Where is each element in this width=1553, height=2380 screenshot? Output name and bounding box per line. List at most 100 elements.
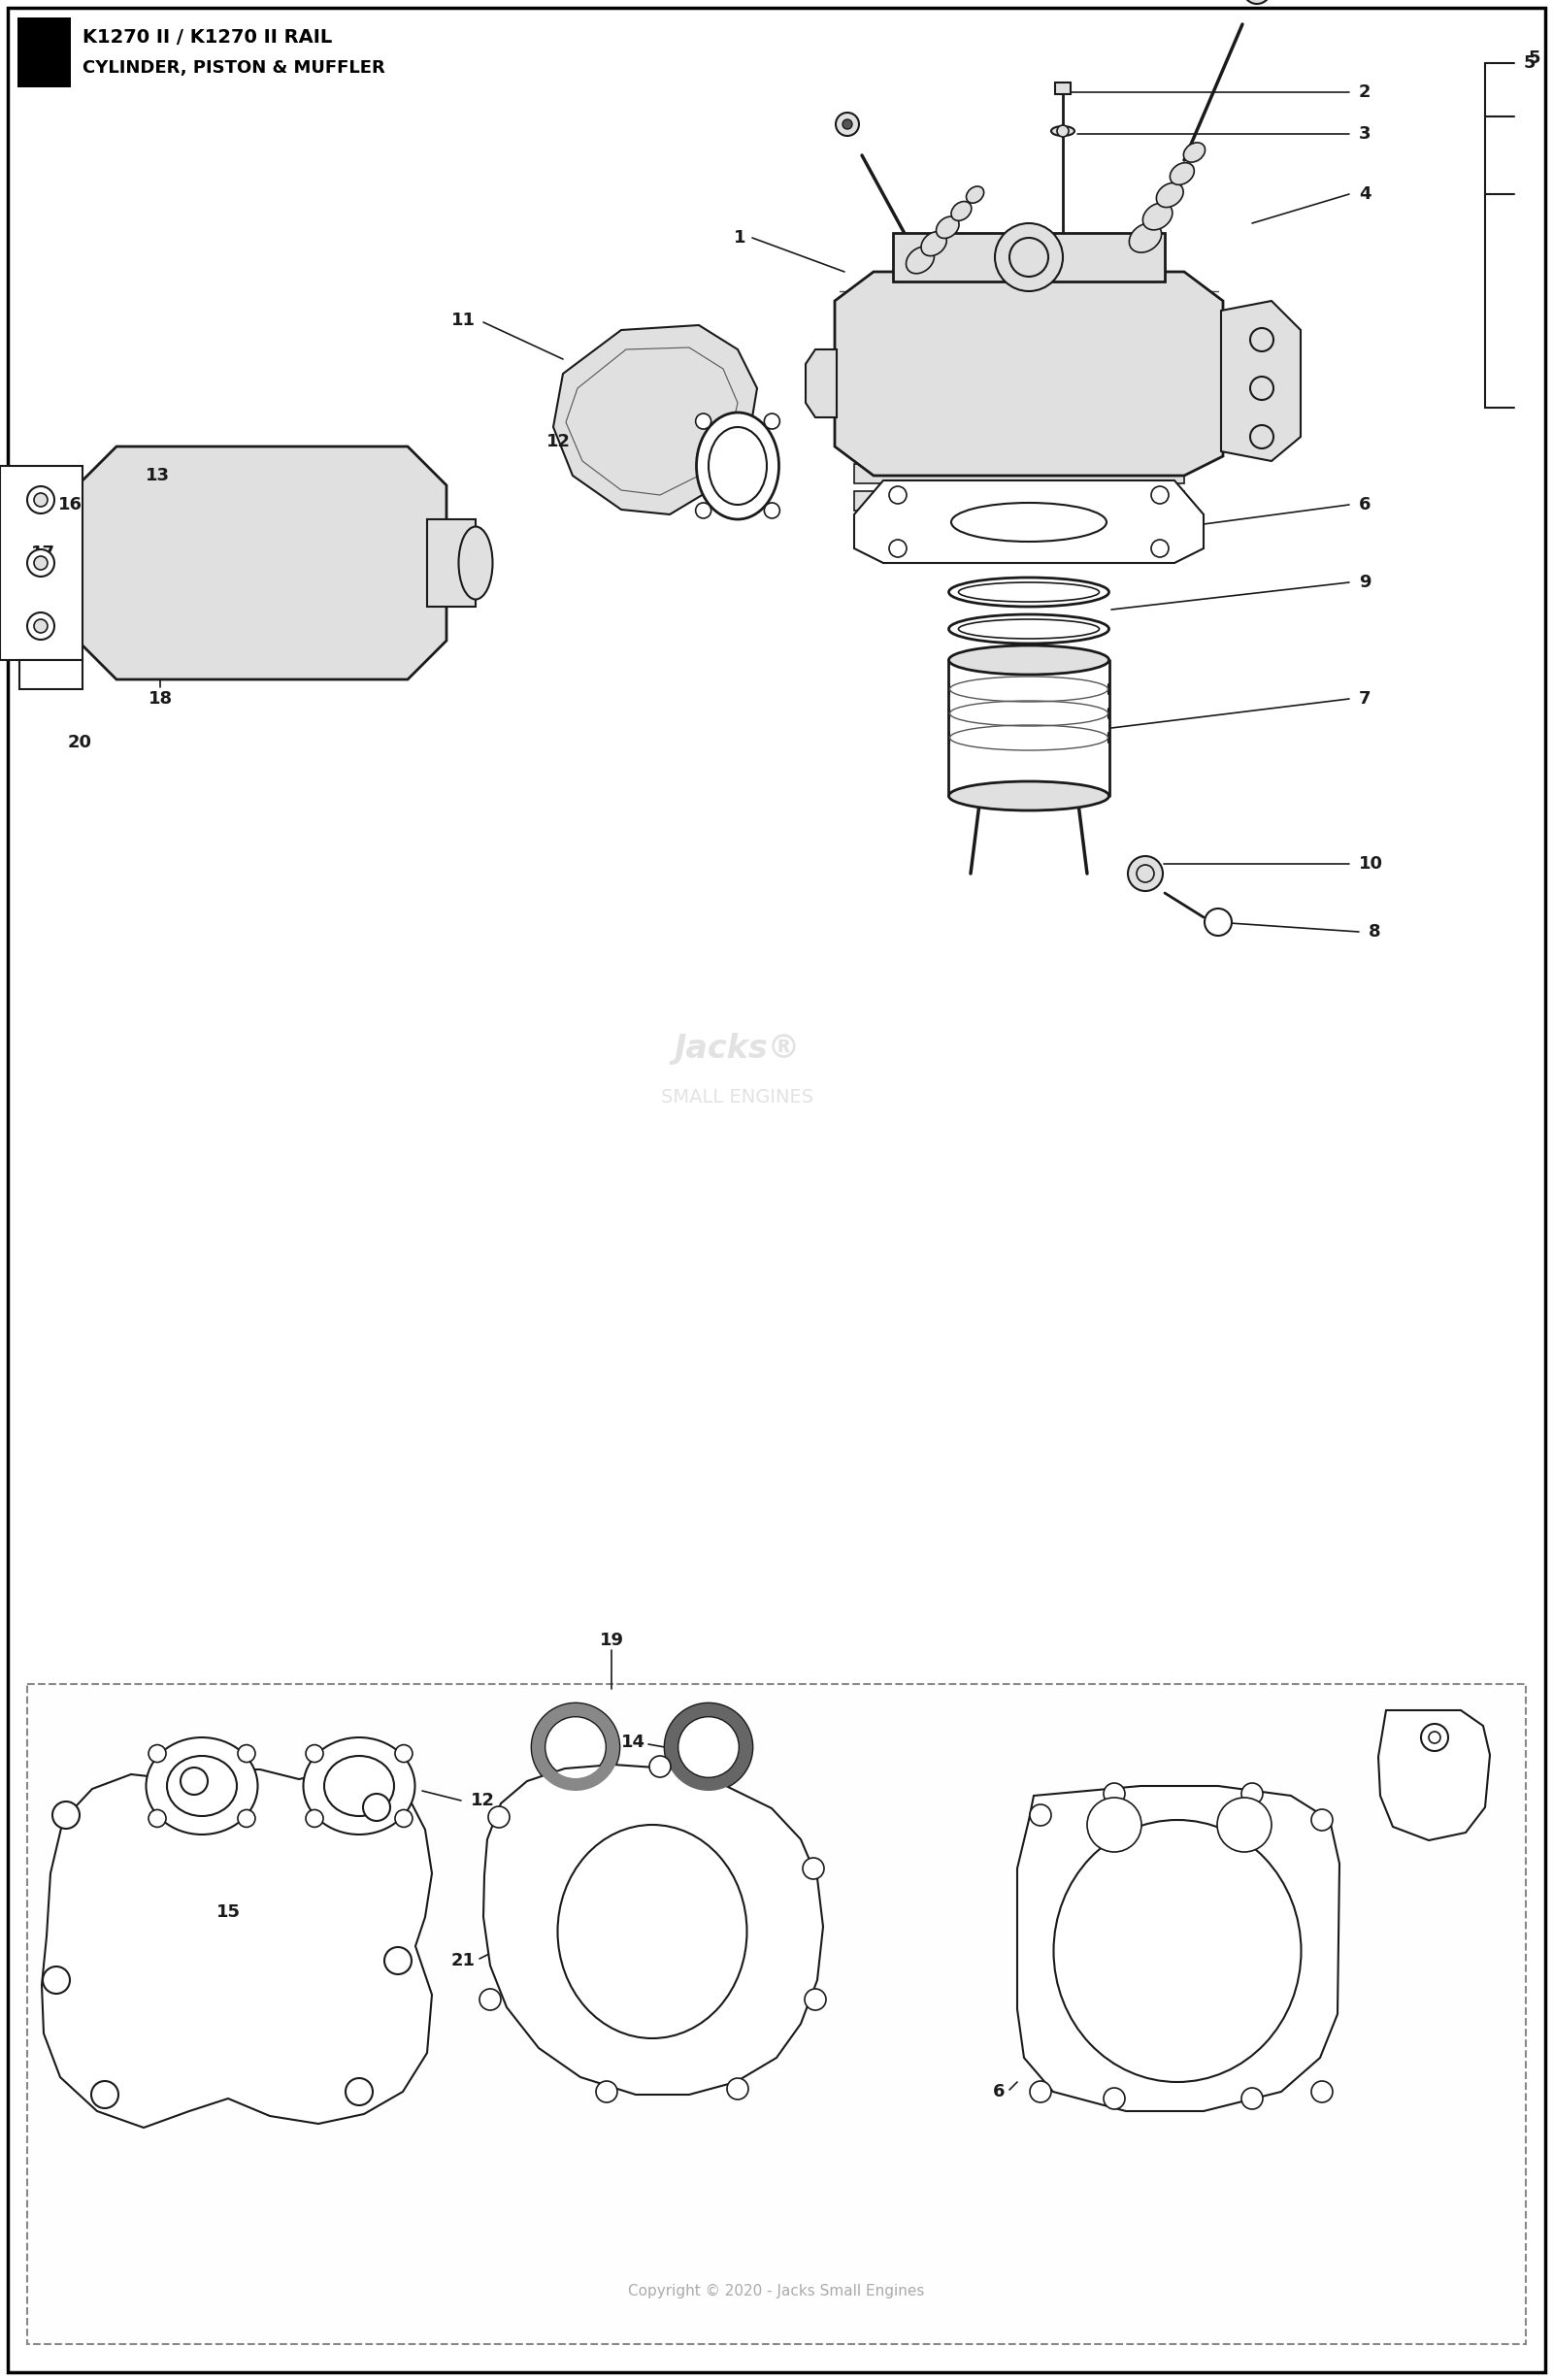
Bar: [0, 466, 82, 659]
Text: 6: 6: [992, 2082, 1005, 2102]
Ellipse shape: [958, 583, 1100, 602]
Circle shape: [1218, 1797, 1272, 1852]
Text: 4: 4: [1359, 186, 1371, 202]
Circle shape: [843, 119, 853, 129]
Text: 12: 12: [471, 1792, 495, 1809]
Circle shape: [696, 414, 711, 428]
Ellipse shape: [1183, 143, 1205, 162]
Text: 3: 3: [1359, 126, 1371, 143]
Circle shape: [1087, 1797, 1141, 1852]
Ellipse shape: [1129, 224, 1162, 252]
Bar: [854, 328, 1185, 347]
Bar: [17, 17, 71, 88]
Circle shape: [306, 1809, 323, 1828]
Circle shape: [34, 619, 48, 633]
Text: 8: 8: [1368, 923, 1381, 940]
Circle shape: [34, 557, 48, 569]
Circle shape: [1250, 426, 1273, 447]
Ellipse shape: [1157, 183, 1183, 207]
Circle shape: [596, 2080, 618, 2102]
Ellipse shape: [146, 1737, 258, 1835]
Circle shape: [385, 1947, 412, 1975]
Circle shape: [1151, 486, 1169, 505]
Ellipse shape: [936, 217, 960, 238]
Circle shape: [238, 1745, 255, 1761]
Ellipse shape: [966, 186, 985, 202]
Circle shape: [665, 1704, 752, 1790]
Circle shape: [92, 2080, 118, 2109]
Circle shape: [1104, 1783, 1124, 1804]
Circle shape: [363, 1795, 390, 1821]
Text: Copyright © 2020 - Jacks Small Engines: Copyright © 2020 - Jacks Small Engines: [629, 2282, 924, 2299]
Circle shape: [306, 1745, 323, 1761]
Text: 21: 21: [452, 1952, 475, 1968]
Ellipse shape: [921, 231, 947, 257]
Circle shape: [1311, 2080, 1332, 2102]
Polygon shape: [1379, 1711, 1489, 1840]
Circle shape: [394, 1809, 413, 1828]
Text: 5: 5: [1523, 55, 1536, 71]
Circle shape: [34, 493, 48, 507]
Ellipse shape: [303, 1737, 415, 1835]
Text: 18: 18: [148, 690, 172, 707]
Text: 12: 12: [547, 433, 572, 450]
Circle shape: [1241, 2087, 1263, 2109]
Ellipse shape: [949, 578, 1109, 607]
Bar: [1054, 83, 1070, 95]
Circle shape: [804, 1990, 826, 2011]
Circle shape: [764, 414, 780, 428]
Bar: [854, 464, 1185, 483]
Ellipse shape: [949, 614, 1109, 643]
Wedge shape: [531, 1704, 620, 1790]
Ellipse shape: [325, 1756, 394, 1816]
Circle shape: [677, 1716, 739, 1778]
Ellipse shape: [1143, 202, 1173, 231]
Ellipse shape: [958, 619, 1100, 638]
Bar: [854, 438, 1185, 457]
Text: 7: 7: [1359, 690, 1371, 707]
Text: E: E: [26, 29, 61, 79]
Circle shape: [649, 1756, 671, 1778]
Text: 6: 6: [1359, 495, 1371, 514]
Polygon shape: [1017, 1785, 1339, 2111]
Bar: [854, 490, 1185, 512]
Circle shape: [1137, 864, 1154, 883]
Polygon shape: [854, 481, 1204, 564]
Circle shape: [28, 550, 54, 576]
Circle shape: [803, 1859, 825, 1880]
Circle shape: [1030, 1804, 1051, 1825]
Circle shape: [545, 1716, 607, 1778]
Circle shape: [1030, 2080, 1051, 2102]
Polygon shape: [483, 1764, 823, 2094]
Bar: [854, 519, 1185, 538]
Bar: [893, 233, 1165, 281]
Bar: [20, 659, 82, 690]
Circle shape: [180, 1768, 208, 1795]
Text: 9: 9: [1359, 574, 1371, 590]
Circle shape: [1205, 909, 1232, 935]
Text: 20: 20: [68, 733, 92, 752]
Bar: [28, 1685, 1525, 2344]
Ellipse shape: [558, 1825, 747, 2037]
Circle shape: [1151, 540, 1169, 557]
Text: 14: 14: [621, 1733, 646, 1752]
Circle shape: [1009, 238, 1048, 276]
Circle shape: [28, 612, 54, 640]
Circle shape: [836, 112, 859, 136]
Polygon shape: [78, 447, 447, 678]
Circle shape: [43, 1966, 70, 1994]
Text: 11: 11: [452, 312, 475, 328]
Ellipse shape: [1051, 126, 1075, 136]
Polygon shape: [806, 350, 837, 416]
Circle shape: [53, 1802, 79, 1828]
Circle shape: [149, 1745, 166, 1761]
Ellipse shape: [952, 202, 972, 221]
Circle shape: [480, 1990, 502, 2011]
Ellipse shape: [458, 526, 492, 600]
Text: 13: 13: [146, 466, 169, 486]
Circle shape: [727, 2078, 749, 2099]
Circle shape: [995, 224, 1062, 290]
Text: SMALL ENGINES: SMALL ENGINES: [662, 1088, 814, 1107]
Ellipse shape: [1053, 1821, 1301, 2082]
Circle shape: [1311, 1809, 1332, 1830]
